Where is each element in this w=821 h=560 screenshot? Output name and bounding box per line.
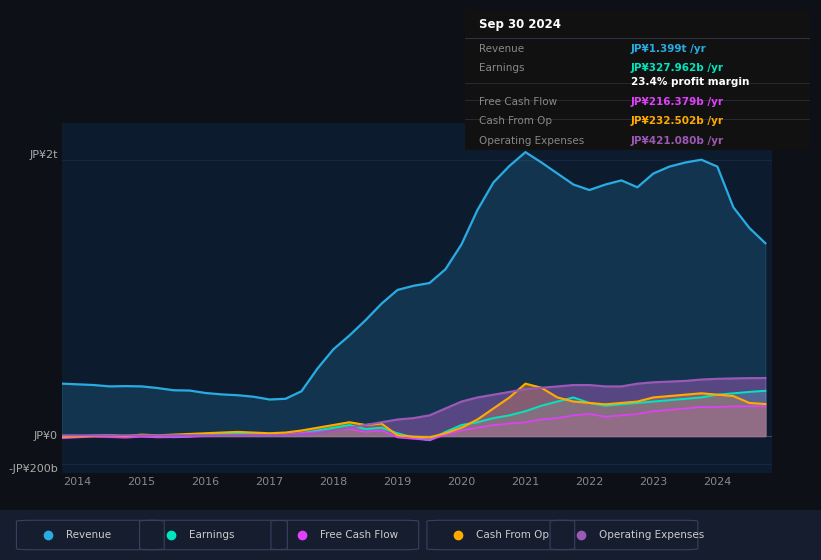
Text: Earnings: Earnings	[479, 63, 525, 73]
Text: -JP¥200b: -JP¥200b	[8, 464, 58, 474]
Text: Revenue: Revenue	[479, 44, 524, 54]
Text: Cash From Op: Cash From Op	[476, 530, 549, 540]
Text: JP¥1.399t /yr: JP¥1.399t /yr	[631, 44, 706, 54]
Text: JP¥2t: JP¥2t	[30, 151, 58, 160]
Text: JP¥421.080b /yr: JP¥421.080b /yr	[631, 136, 724, 146]
Text: Earnings: Earnings	[189, 530, 234, 540]
Text: JP¥216.379b /yr: JP¥216.379b /yr	[631, 97, 723, 107]
Text: JP¥327.962b /yr: JP¥327.962b /yr	[631, 63, 723, 73]
Text: Sep 30 2024: Sep 30 2024	[479, 18, 561, 31]
Text: Revenue: Revenue	[66, 530, 111, 540]
Text: Free Cash Flow: Free Cash Flow	[479, 97, 557, 107]
Text: Operating Expenses: Operating Expenses	[479, 136, 584, 146]
Text: JP¥0: JP¥0	[34, 431, 58, 441]
Text: Cash From Op: Cash From Op	[479, 116, 552, 127]
Text: JP¥232.502b /yr: JP¥232.502b /yr	[631, 116, 723, 127]
Text: Operating Expenses: Operating Expenses	[599, 530, 704, 540]
Text: 23.4% profit margin: 23.4% profit margin	[631, 77, 749, 87]
Text: Free Cash Flow: Free Cash Flow	[320, 530, 398, 540]
